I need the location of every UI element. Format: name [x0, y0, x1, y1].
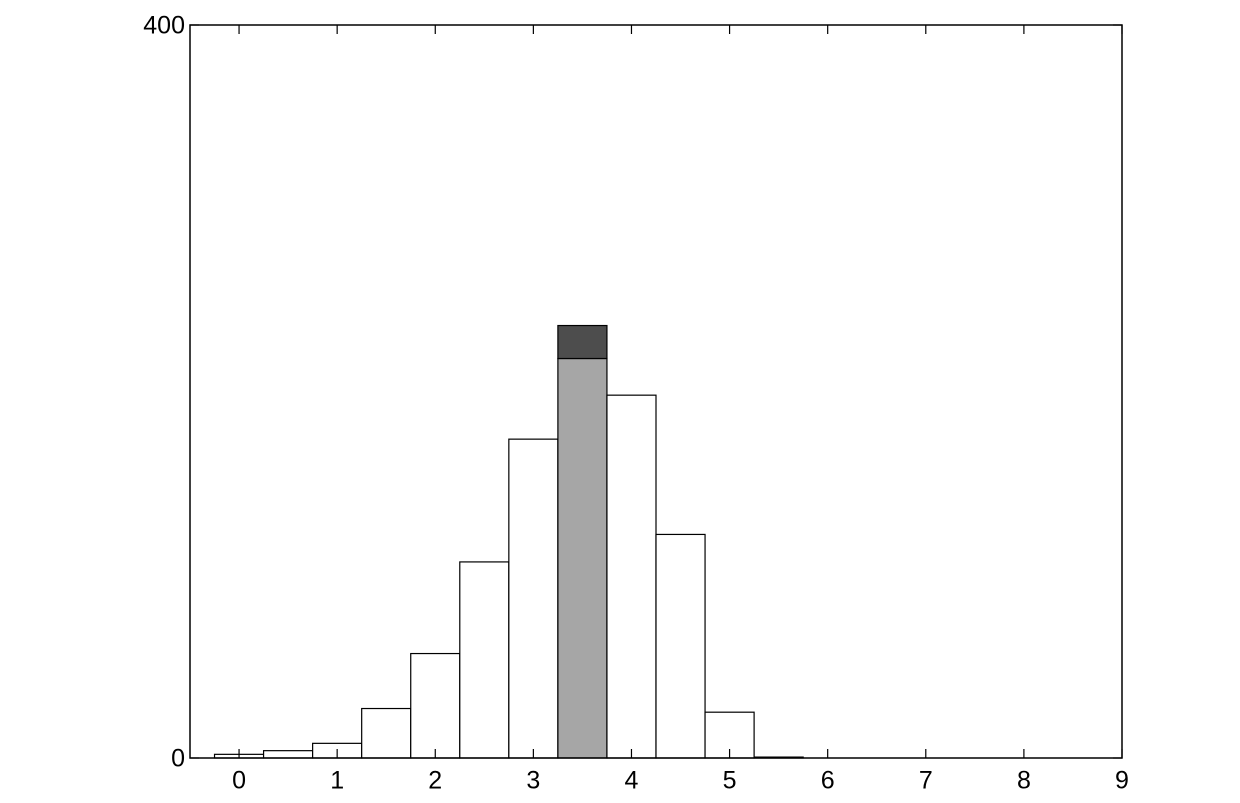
bar	[655, 533, 706, 759]
bar	[606, 394, 657, 759]
bar	[410, 652, 461, 759]
bar	[557, 357, 608, 759]
plot-frame	[189, 24, 1123, 759]
bar-overlay	[557, 324, 608, 360]
x-tick-label: 5	[723, 767, 737, 795]
x-tick-label: 4	[625, 767, 639, 795]
x-tick-label: 0	[232, 767, 246, 795]
bar	[459, 561, 510, 759]
x-tick-label: 8	[1017, 767, 1031, 795]
x-tick-label: 1	[330, 767, 344, 795]
x-tick-label: 7	[919, 767, 933, 795]
y-tick-label: 400	[143, 12, 185, 40]
bar	[262, 750, 314, 759]
bar	[361, 707, 412, 759]
x-tick-label: 2	[428, 767, 442, 795]
x-tick-label: 9	[1115, 767, 1129, 795]
x-tick-label: 3	[526, 767, 540, 795]
bar	[508, 438, 559, 759]
x-tick-label: 6	[821, 767, 835, 795]
y-tick-label: 0	[171, 745, 185, 773]
